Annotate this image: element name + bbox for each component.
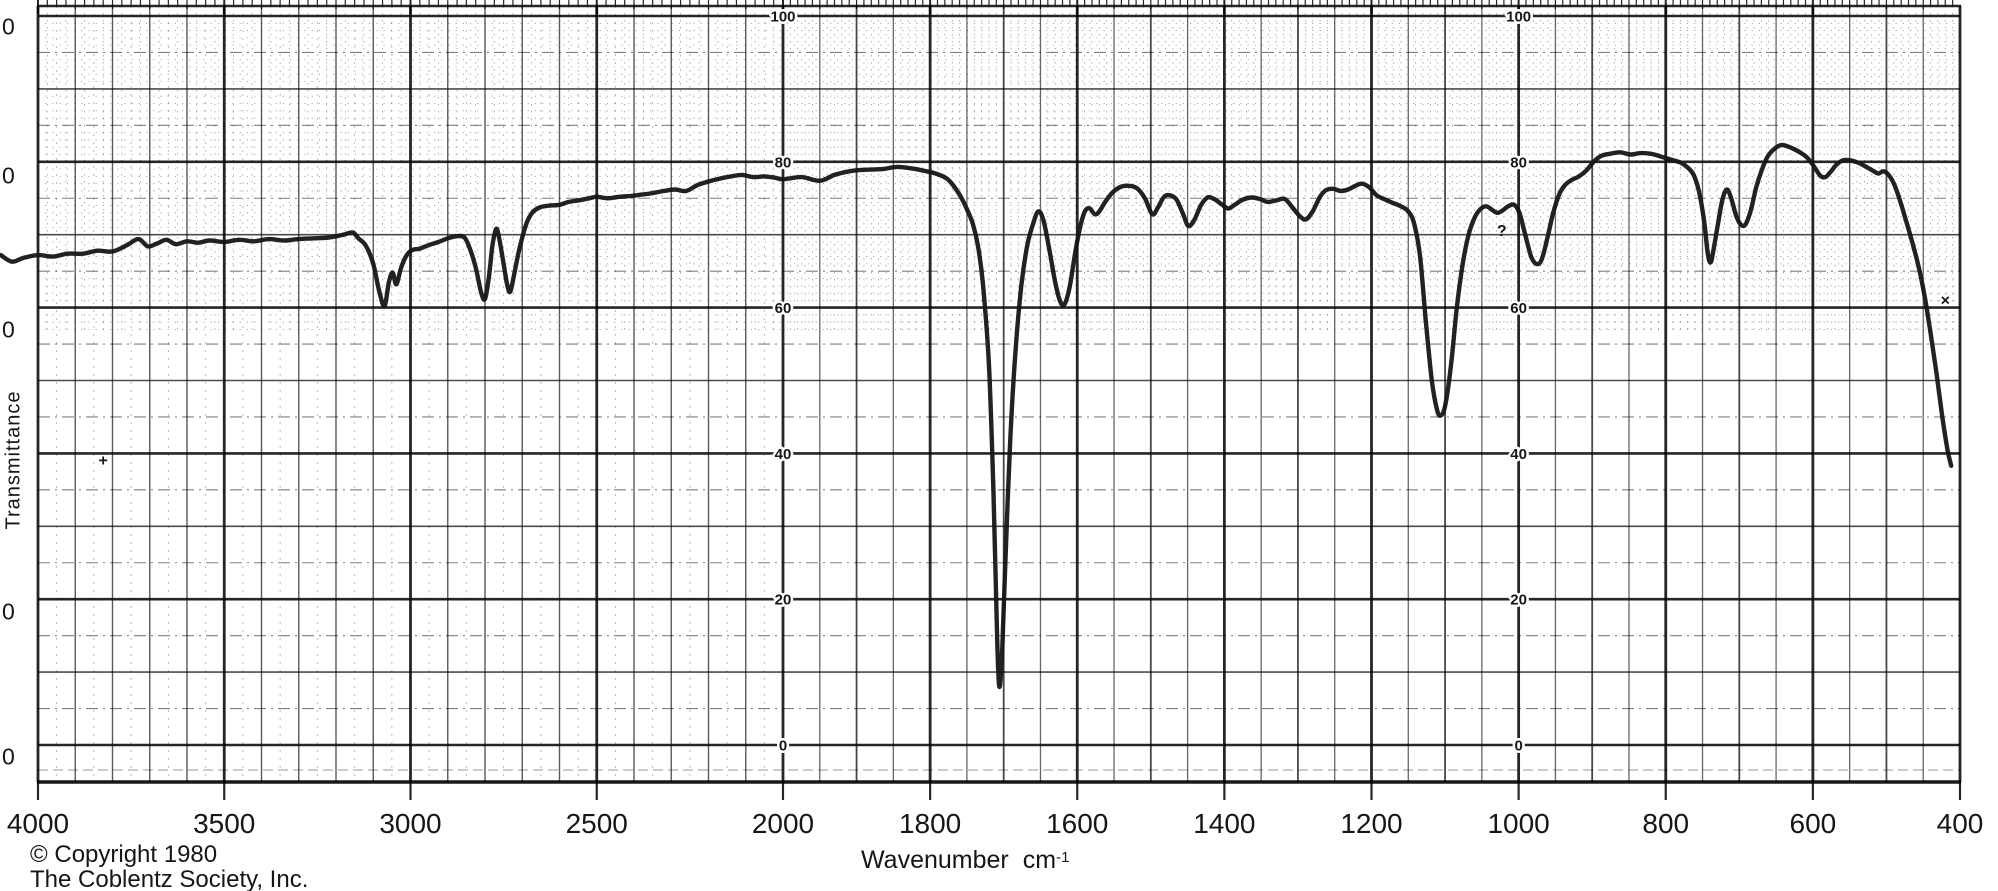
x-tick-label: 3500 <box>193 808 255 839</box>
x-tick-label: 1600 <box>1046 808 1108 839</box>
x-tick-label: 2500 <box>566 808 628 839</box>
scan-annotations: ? × + <box>99 223 1950 470</box>
inner-y-tick-label: 60 <box>775 300 792 317</box>
x-tick-label: 800 <box>1642 808 1689 839</box>
annotation-mark: × <box>1941 292 1950 309</box>
spectrum-curve <box>0 142 1954 689</box>
annotation-mark: + <box>99 453 108 470</box>
inner-y-tick-label: 40 <box>775 446 792 463</box>
cropped-y-tick-label: 0 <box>2 598 15 625</box>
inner-y-tick-label: 100 <box>770 9 795 26</box>
y-axis-title: Transmittance <box>2 390 25 530</box>
inner-y-tick-label: 80 <box>775 154 792 171</box>
x-axis-tick-labels: 4000 3500 3000 2500 2000 1800 1600 1400 1200 1000… <box>7 808 1984 839</box>
inner-y-scale-labels: 100 80 60 40 20 0 100 80 60 40 20 0 <box>768 6 1534 757</box>
inner-y-tick-label: 80 <box>1510 154 1527 171</box>
x-tick-label: 2000 <box>752 808 814 839</box>
x-tick-label: 4000 <box>7 808 69 839</box>
top-ruler-ticks <box>37 0 1954 14</box>
inner-y-tick-label: 0 <box>1514 738 1522 755</box>
grid-horizontal <box>38 14 1960 771</box>
x-tick-label: 1200 <box>1340 808 1402 839</box>
copyright-symbol: © <box>30 841 48 868</box>
x-tick-label: 600 <box>1790 808 1837 839</box>
chart-borders <box>37 4 1961 784</box>
inner-y-tick-label: 40 <box>1510 446 1527 463</box>
inner-y-tick-label: 20 <box>1510 592 1527 609</box>
x-tick-label: 3000 <box>379 808 441 839</box>
copyright-line-1: © Copyright 1980 <box>30 841 218 868</box>
x-axis-title: Wavenumber cm-1 <box>861 846 1069 875</box>
inner-y-tick-label: 20 <box>775 592 792 609</box>
cropped-y-tick-label: 0 <box>2 162 15 189</box>
inner-y-tick-label: 0 <box>779 738 787 755</box>
x-axis-title-word: Wavenumber <box>861 846 1009 874</box>
x-axis-ticks <box>36 782 1962 800</box>
transmittance-trace <box>0 142 1954 689</box>
x-axis-unit-exponent: -1 <box>1056 849 1070 866</box>
grid-vertical <box>36 6 1962 782</box>
cropped-y-tick-label: 0 <box>2 13 15 40</box>
annotation-mark: ? <box>1497 223 1507 240</box>
x-tick-label: 1800 <box>899 808 961 839</box>
x-tick-label: 1000 <box>1487 808 1549 839</box>
inner-y-tick-label: 60 <box>1510 300 1527 317</box>
inner-y-tick-label: 100 <box>1506 9 1531 26</box>
x-axis-title-unit: cm-1 <box>1022 846 1070 874</box>
x-tick-label: 1400 <box>1193 808 1255 839</box>
x-tick-label: 400 <box>1937 808 1984 839</box>
cropped-y-tick-label: 0 <box>2 743 15 770</box>
copyright-line-2: The Coblentz Society, Inc. <box>30 866 309 891</box>
cropped-y-tick-label: 0 <box>2 316 15 343</box>
